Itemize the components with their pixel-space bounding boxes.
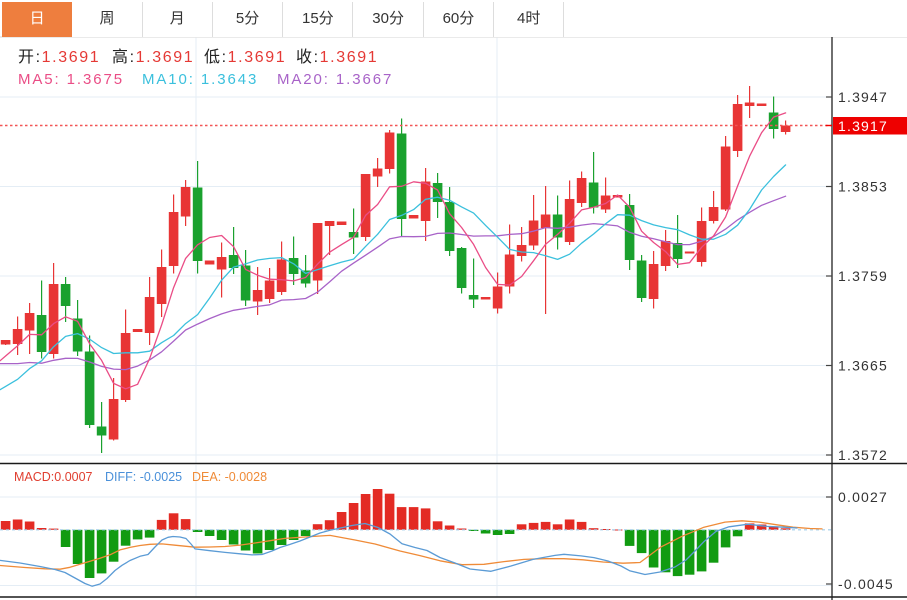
svg-text:1.3917: 1.3917: [838, 118, 888, 134]
svg-text:1.3665: 1.3665: [838, 358, 888, 374]
svg-text:1.3572: 1.3572: [838, 447, 888, 463]
svg-text:1.3947: 1.3947: [838, 89, 888, 105]
svg-text:-0.0045: -0.0045: [838, 576, 894, 592]
svg-text:0.0027: 0.0027: [838, 489, 888, 505]
svg-text:1.3853: 1.3853: [838, 179, 888, 195]
svg-text:1.3759: 1.3759: [838, 268, 888, 284]
